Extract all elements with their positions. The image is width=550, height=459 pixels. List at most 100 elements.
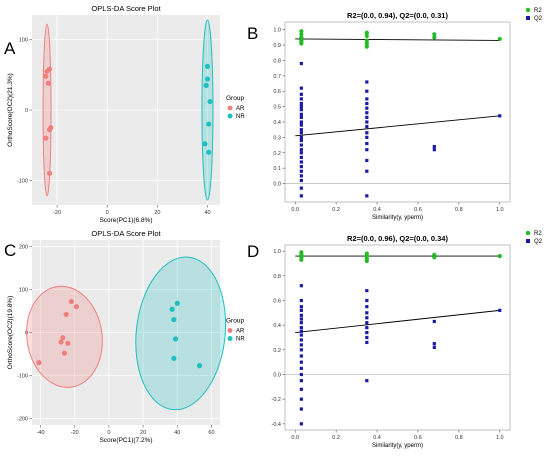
r2-point <box>497 36 502 42</box>
q2-point <box>299 348 303 352</box>
x-tick-label: 40 <box>204 210 210 216</box>
ellipse-ar <box>42 23 52 197</box>
y-tick-label: 0.4 <box>273 120 281 126</box>
q2-point <box>299 86 303 90</box>
x-tick-label: 0.6 <box>414 435 422 441</box>
point-ar <box>61 350 68 356</box>
q2-point <box>365 194 369 198</box>
r2-point <box>364 258 369 264</box>
panel-letter: B <box>247 24 258 43</box>
q2-point <box>299 343 303 347</box>
r2-point <box>299 32 304 37</box>
point-nr <box>202 141 208 147</box>
x-tick-label: 0.2 <box>332 435 340 441</box>
q2-point <box>299 178 303 183</box>
x-tick-label: 20 <box>154 210 160 216</box>
q2-point <box>365 131 369 135</box>
legend-label-r2: R2 <box>534 8 542 14</box>
legend-label-q2: Q2 <box>534 239 543 245</box>
x-tick-label: -20 <box>71 430 79 436</box>
y-axis-label: OrthoScore(OC2)(19.8%) <box>7 296 14 370</box>
r2-point <box>432 32 437 37</box>
legend-marker <box>227 328 233 333</box>
q2-point <box>299 120 303 124</box>
y-tick-label: 0.1 <box>273 166 281 172</box>
q2-point <box>365 80 369 84</box>
x-axis-label: Similarity(y, yperm) <box>372 215 423 221</box>
q2-point <box>365 97 369 101</box>
q2-point <box>299 97 303 101</box>
q2-point <box>365 305 369 309</box>
point-nr <box>169 306 175 312</box>
q2-point <box>299 338 303 342</box>
point-ar <box>46 66 53 72</box>
q2-point <box>299 360 303 364</box>
q2-point <box>299 174 303 178</box>
legend-title: Group <box>226 318 244 325</box>
ellipse-nr <box>201 19 214 201</box>
x-tick-label: 40 <box>174 430 180 436</box>
point-ar <box>43 73 49 79</box>
r2-point <box>432 35 437 40</box>
x-axis-label: Similarity(y, yperm) <box>372 443 423 449</box>
y-axis-label: OrthoScore(OC2)(21.3%) <box>7 73 14 147</box>
q2-point <box>365 169 369 173</box>
legend-marker <box>227 113 233 119</box>
legend-label-r2: R2 <box>534 231 542 237</box>
panel-b: B R2=(0.0, 0.94), Q2=(0.0, 0.31) 0.0 0.2 0.4… <box>247 7 543 221</box>
q2-point <box>299 160 303 164</box>
q2-point <box>365 330 369 335</box>
point-nr <box>206 121 212 127</box>
q2-point <box>299 148 303 152</box>
x-tick-label: 20 <box>140 430 146 436</box>
q2-point <box>498 308 502 312</box>
x-tick-label: 0.8 <box>455 207 463 213</box>
q2-point <box>299 61 303 66</box>
point-nr <box>172 336 179 342</box>
q2-point <box>432 148 436 152</box>
q2-point <box>299 123 303 127</box>
q2-point <box>299 131 303 135</box>
x-tick-label: 0.4 <box>373 207 381 213</box>
q2-point <box>299 128 303 132</box>
point-ar <box>68 298 74 305</box>
y-tick-label: -200 <box>17 417 28 423</box>
y-tick-label: -0.4 <box>272 422 281 428</box>
q2-point <box>365 316 369 320</box>
q2-point <box>299 92 303 96</box>
y-tick-label: 0.6 <box>273 89 281 95</box>
x-tick-label: 0 <box>106 210 109 216</box>
q2-point <box>299 305 303 309</box>
legend-label-q2: Q2 <box>534 16 543 22</box>
point-nr <box>204 76 211 82</box>
r2-point <box>497 254 502 259</box>
q2-point <box>432 319 436 324</box>
q2-point <box>299 321 303 325</box>
q2-point <box>498 114 502 118</box>
x-tick-label: 0.8 <box>455 435 463 441</box>
r2-point <box>299 257 304 262</box>
q2-point <box>365 379 369 383</box>
x-axis-label: Score(PC1)(6.8%) <box>99 217 152 224</box>
legend-label: AR <box>236 106 245 112</box>
q2-point <box>365 141 369 146</box>
panel-letter: C <box>4 241 16 260</box>
legend-label: AR <box>236 329 245 335</box>
point-nr <box>174 300 180 306</box>
q2-point <box>365 148 369 152</box>
chart-title: OPLS-DA Score Plot <box>91 4 161 13</box>
panel-letter: A <box>4 39 16 58</box>
point-nr <box>206 149 212 155</box>
x-tick-label: 60 <box>208 430 214 436</box>
y-tick-label: 0.0 <box>273 182 281 188</box>
y-tick-label: 0.8 <box>273 58 281 64</box>
y-tick-label: 0.7 <box>273 74 281 80</box>
q2-point <box>299 284 303 288</box>
q2-point <box>299 169 303 173</box>
q2-point <box>299 308 303 312</box>
q2-point <box>299 138 303 143</box>
x-tick-label: 0.6 <box>414 207 422 213</box>
point-nr <box>207 98 213 105</box>
q2-point <box>432 342 436 346</box>
